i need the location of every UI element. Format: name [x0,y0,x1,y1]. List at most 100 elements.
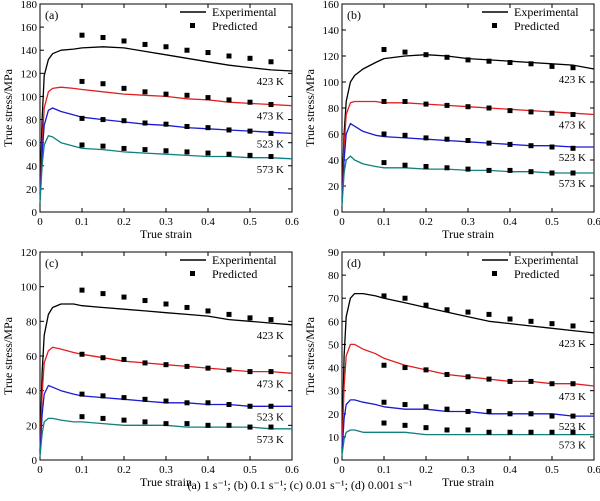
x-tick-label: 0.4 [503,464,517,476]
predicted-point [549,170,555,176]
predicted-point [121,38,127,44]
y-axis-label: True stress/MPa [1,316,15,395]
x-tick-label: 0 [37,216,43,228]
y-tick-label: 40 [26,161,38,173]
predicted-point [507,411,513,417]
predicted-point [528,378,534,384]
experimental-curve [341,292,595,449]
x-tick-label: 0.5 [243,464,257,476]
y-axis-label: True stress/MPa [303,68,317,147]
legend-marker-swatch [190,23,195,28]
experimental-curve [341,54,595,200]
y-tick-label: 60 [26,351,38,363]
predicted-point [486,311,492,317]
predicted-point [121,145,127,151]
predicted-point [549,63,555,69]
y-tick-label: 20 [26,184,38,196]
panel-label: (c) [45,256,58,270]
predicted-point [507,429,513,435]
predicted-point [247,55,253,61]
predicted-point [163,301,169,307]
predicted-point [423,52,429,58]
predicted-point [423,367,429,373]
y-tick-label: 80 [26,115,38,127]
y-tick-label: 60 [328,129,340,141]
x-tick-label: 0.2 [419,464,433,476]
experimental-curve [39,384,292,455]
predicted-point [205,400,211,406]
temperature-label: 473 K [257,111,284,123]
y-tick-label: 30 [328,386,340,398]
predicted-point [268,102,274,108]
x-tick-label: 0.3 [159,464,173,476]
predicted-point [205,422,211,428]
predicted-point [142,89,148,95]
predicted-point [142,41,148,47]
predicted-point [423,101,429,107]
experimental-curve [341,155,594,206]
predicted-point [100,393,106,399]
temperature-label: 473 K [559,391,586,403]
y-tick-label: 90 [328,247,340,259]
temperature-label: 523 K [257,411,284,423]
predicted-point [184,363,190,369]
x-tick-label: 0 [339,216,345,228]
predicted-point [121,356,127,362]
predicted-point [247,424,253,430]
predicted-point [549,144,555,150]
temperature-label: 523 K [559,421,586,433]
predicted-point [100,81,106,87]
y-tick-label: 40 [328,155,340,167]
predicted-point [507,316,513,322]
legend-marker-swatch [492,271,497,276]
x-tick-label: 0.3 [159,216,173,228]
y-tick-label: 20 [328,409,340,421]
predicted-point [570,429,576,435]
predicted-point [465,408,471,414]
x-tick-label: 0.5 [243,216,257,228]
series-523k: 523 K [39,107,293,201]
predicted-point [79,142,85,148]
temperature-label: 423 K [559,74,586,86]
x-tick-label: 0.2 [117,216,131,228]
legend-marker-swatch [492,23,497,28]
predicted-point [570,323,576,329]
y-tick-label: 0 [334,455,340,467]
panel-1: 0 0.1 0.2 0.3 0.4 0.5 0.6 0 20 40 60 80 100 120 140 160… [1,0,299,241]
predicted-point [268,130,274,136]
predicted-point [402,365,408,371]
predicted-point [79,32,85,38]
predicted-point [465,166,471,172]
panel-label: (d) [347,256,361,270]
experimental-curve [341,429,594,456]
y-tick-label: 80 [26,316,38,328]
predicted-point [507,141,513,147]
legend-predicted: Predicted [212,267,257,281]
x-tick-label: 0.3 [461,464,475,476]
predicted-point [528,61,534,67]
predicted-point [465,57,471,63]
predicted-point [528,318,534,324]
predicted-point [549,429,555,435]
y-tick-label: 100 [21,91,38,103]
y-tick-label: 80 [328,103,340,115]
x-tick-label: 0.2 [419,216,433,228]
predicted-point [226,97,232,103]
predicted-point [381,99,387,104]
predicted-point [268,317,274,323]
predicted-point [100,143,106,149]
y-tick-label: 60 [26,138,38,150]
x-axis-label: True strain [140,475,192,489]
predicted-point [402,99,408,104]
predicted-point [423,164,429,169]
y-tick-label: 40 [328,363,340,375]
predicted-point [205,365,211,371]
predicted-point [163,398,169,404]
y-tick-label: 100 [323,77,340,89]
experimental-curve [341,100,595,202]
predicted-point [402,422,408,428]
predicted-point [163,421,169,427]
predicted-point [423,404,429,410]
y-tick-label: 0 [32,207,38,219]
predicted-point [444,427,450,433]
